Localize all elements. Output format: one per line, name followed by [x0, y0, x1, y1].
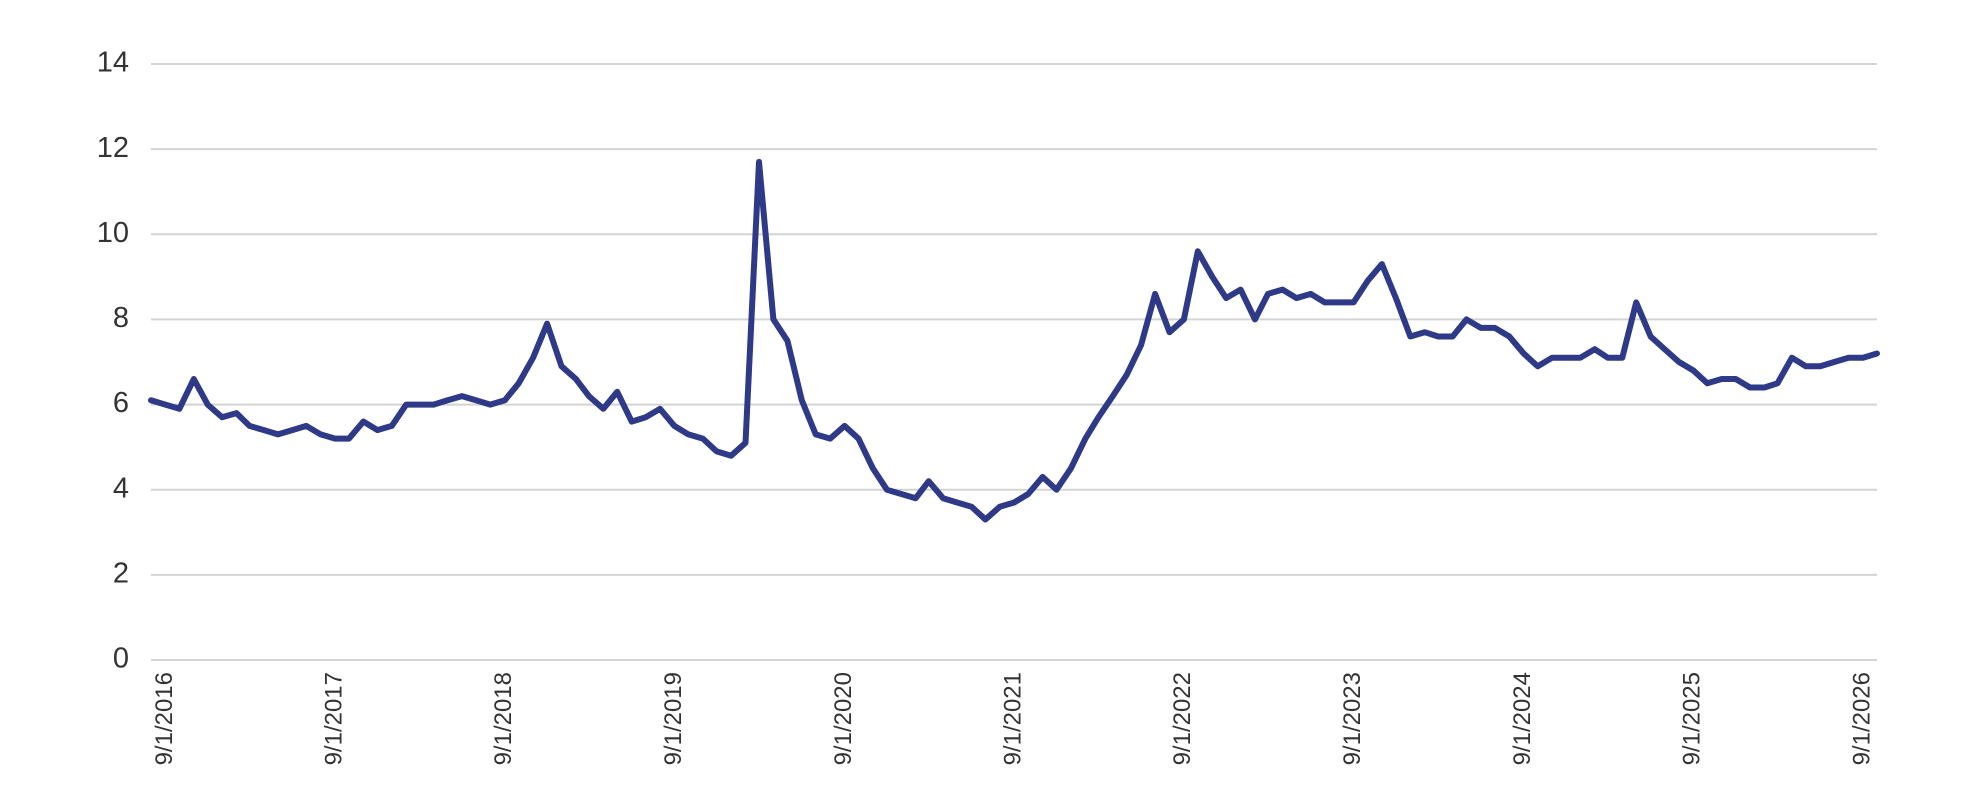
- x-tick-label: 9/1/2018: [490, 672, 517, 765]
- y-tick-label: 10: [97, 217, 129, 249]
- x-tick-label: 9/1/2026: [1848, 672, 1875, 765]
- x-tick-label: 9/1/2023: [1339, 672, 1366, 765]
- y-tick-label: 8: [113, 302, 129, 334]
- y-tick-label: 4: [113, 472, 129, 504]
- x-tick-label: 9/1/2019: [660, 672, 687, 765]
- y-tick-label: 2: [113, 558, 129, 590]
- x-tick-label: 9/1/2020: [830, 672, 857, 765]
- y-tick-label: 14: [97, 47, 129, 79]
- data-line: [148, 158, 1880, 523]
- x-tick-label: 9/1/2021: [1000, 672, 1027, 765]
- x-tick-label: 9/1/2025: [1679, 672, 1706, 765]
- x-tick-label: 9/1/2016: [151, 672, 178, 765]
- y-tick-label: 12: [97, 132, 129, 164]
- x-tick-label: 9/1/2022: [1169, 672, 1196, 765]
- y-tick-label: 6: [113, 387, 129, 419]
- y-tick-label: 0: [113, 643, 129, 675]
- x-tick-label: 9/1/2024: [1509, 672, 1536, 765]
- x-tick-label: 9/1/2017: [320, 672, 347, 765]
